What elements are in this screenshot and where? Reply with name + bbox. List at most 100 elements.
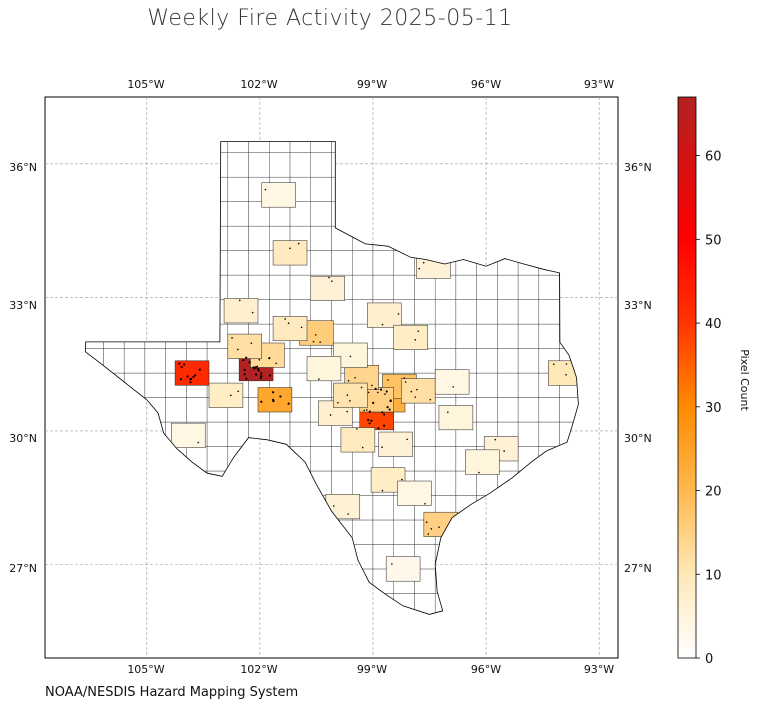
fire-detection-point <box>289 247 291 250</box>
colorbar <box>677 96 697 659</box>
fire-detection-point <box>256 365 259 368</box>
county-cell <box>517 348 540 374</box>
fire-detection-point <box>259 376 262 380</box>
county-cell <box>414 348 436 374</box>
fire-detection-point <box>230 394 232 397</box>
county-fire-count <box>257 387 293 413</box>
county-cell <box>538 299 560 325</box>
county-cell <box>372 519 394 545</box>
county-cell <box>414 421 436 447</box>
fire-detection-point <box>447 411 449 414</box>
fire-detection-point <box>414 339 417 341</box>
lon-tick-label: 96°W <box>471 78 501 91</box>
county-fire-count <box>306 356 342 382</box>
fire-detection-point <box>260 372 263 375</box>
county-cell <box>310 201 332 227</box>
county-cell <box>538 397 560 423</box>
fire-detection-point <box>383 413 386 416</box>
fire-detection-point <box>363 409 365 412</box>
fire-detection-point <box>245 377 248 380</box>
fire-detection-point <box>368 410 371 413</box>
county-cell <box>331 250 353 276</box>
fire-detection-point <box>192 375 195 378</box>
fire-detection-point <box>452 386 455 388</box>
county-cell <box>372 250 394 276</box>
county-cell <box>310 299 332 325</box>
colorbar-tick-label: 30 <box>705 401 722 416</box>
county-cell <box>434 274 457 300</box>
fire-detection-point <box>379 388 383 391</box>
colorbar-label: Pixel Count <box>738 349 751 411</box>
county-cell <box>372 274 394 300</box>
fire-detection-point <box>198 368 201 371</box>
fire-detection-point <box>424 502 426 505</box>
fire-detection-point <box>178 362 181 365</box>
lon-ticks-bottom: 105°W 102°W 99°W 96°W 93°W <box>127 663 614 676</box>
county-cell <box>310 225 332 251</box>
county-fire-count <box>378 431 413 457</box>
fire-detection-point <box>438 526 440 528</box>
fire-detection-point <box>194 374 197 377</box>
fire-detection-point <box>245 356 248 359</box>
county-cell <box>248 152 270 178</box>
county-cell <box>227 152 249 178</box>
fire-detection-point <box>377 427 380 430</box>
county-cell <box>372 323 394 349</box>
fire-detection-point <box>242 359 245 362</box>
fire-detection-point <box>314 334 317 336</box>
fire-detection-point <box>414 396 417 398</box>
county-cell <box>310 141 332 153</box>
county-cell <box>476 372 498 398</box>
fire-detection-point <box>300 326 303 329</box>
county-cell <box>331 470 353 496</box>
county-cell <box>352 274 374 300</box>
lon-ticks-top: 105°W 102°W 99°W 96°W 93°W <box>127 78 614 91</box>
county-cell <box>123 348 146 374</box>
fire-detection-point <box>349 355 352 358</box>
fire-detection-point <box>503 450 505 452</box>
county-cell <box>517 397 540 423</box>
county-fire-count <box>397 480 432 506</box>
fire-detection-point <box>565 373 567 376</box>
county-fire-count <box>367 302 402 328</box>
county-cell <box>227 225 249 251</box>
fire-detection-point <box>243 373 246 376</box>
fire-detection-point <box>190 377 193 381</box>
texas-outline <box>84 141 579 615</box>
fire-detection-point <box>186 375 189 378</box>
county-cell <box>497 348 519 374</box>
fire-detection-point <box>371 384 373 387</box>
county-fire-count <box>434 369 470 395</box>
county-cell <box>227 176 249 202</box>
fire-detection-point <box>237 390 240 393</box>
fire-detection-point <box>401 478 403 481</box>
county-cell <box>476 299 498 325</box>
colorbar-tick-label: 40 <box>705 317 722 332</box>
fire-detection-point <box>257 369 260 372</box>
fire-detection-point <box>430 527 433 530</box>
county-fire-count <box>261 182 296 208</box>
fire-detection-point <box>183 363 186 366</box>
county-fire-count <box>208 382 244 408</box>
fire-detection-point <box>381 323 384 326</box>
county-cell <box>310 250 332 276</box>
county-cell <box>248 141 270 153</box>
colorbar-ticks: 0 10 20 30 40 50 60 <box>696 150 722 667</box>
fire-detection-point <box>365 409 368 411</box>
fire-detection-point <box>231 337 233 339</box>
fire-detection-point <box>346 410 348 413</box>
map-title: Weekly Fire Activity 2025-05-11 <box>147 6 513 31</box>
county-cell <box>227 250 249 276</box>
fire-detection-point <box>197 441 200 444</box>
fire-detection-point <box>381 411 384 414</box>
county-cell <box>434 446 457 472</box>
lat-ticks-right: 36°N 33°N 30°N 27°N <box>624 161 652 575</box>
fire-detection-point <box>236 348 239 351</box>
county-cell <box>414 299 436 325</box>
county-cell <box>517 299 540 325</box>
fire-detection-point <box>284 318 286 320</box>
lon-tick-label: 105°W <box>127 78 164 91</box>
county-cell <box>434 348 457 374</box>
fire-detection-point <box>386 406 389 409</box>
